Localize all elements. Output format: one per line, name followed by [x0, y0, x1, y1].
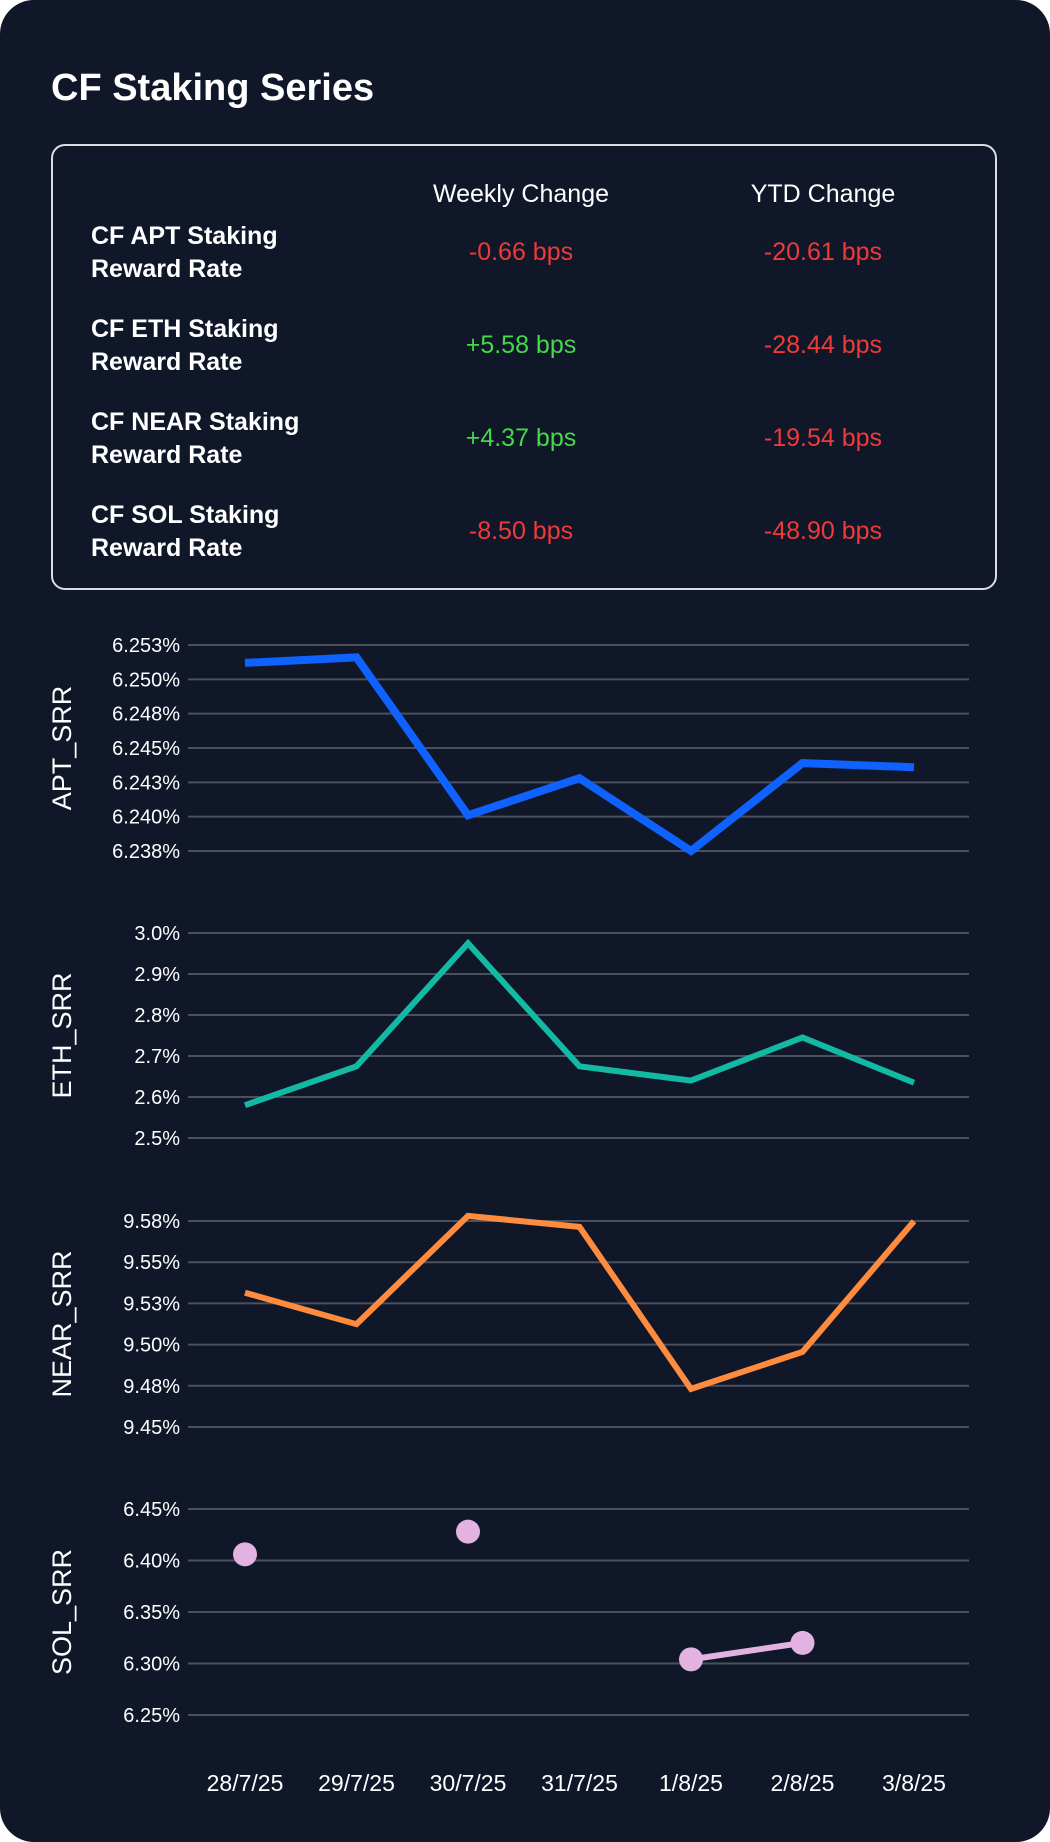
y-axis-label: SOL_SRR	[47, 1549, 77, 1675]
y-tick-label: 3.0%	[134, 923, 180, 945]
summary-row-apt: CF APT Staking Reward Rate -0.66 bps -20…	[53, 220, 999, 300]
row-label-line: Reward Rate	[91, 534, 243, 562]
weekly-change-value: +5.58 bps	[465, 331, 577, 359]
y-tick-label: 6.30%	[123, 1654, 180, 1676]
y-tick-label: 6.253%	[112, 635, 180, 657]
row-label: CF SOL Staking Reward Rate	[91, 499, 371, 565]
y-tick-label: 6.250%	[112, 669, 180, 691]
y-tick-label: 9.50%	[123, 1335, 180, 1357]
ytd-change-value: -48.90 bps	[763, 517, 883, 545]
summary-row-eth: CF ETH Staking Reward Rate +5.58 bps -28…	[53, 313, 999, 393]
y-tick-label: 9.53%	[123, 1293, 180, 1315]
series-line-apt_srr	[244, 653, 915, 856]
series-line-eth_srr	[244, 938, 916, 1109]
data-point	[790, 1630, 815, 1655]
y-tick-label: 9.58%	[123, 1211, 180, 1233]
row-label-line: Reward Rate	[91, 255, 243, 283]
y-tick-label: 2.6%	[134, 1087, 180, 1109]
y-axis-label: APT_SRR	[47, 686, 77, 811]
series-line-near_srr	[244, 1212, 917, 1393]
row-label-line: Reward Rate	[91, 348, 243, 376]
row-label-line: CF NEAR Staking	[91, 408, 300, 436]
y-tick-label: 9.55%	[123, 1252, 180, 1274]
y-tick-label: 6.248%	[112, 704, 180, 726]
y-tick-label: 6.243%	[112, 772, 180, 794]
series-segment	[690, 1639, 803, 1663]
data-point	[456, 1519, 480, 1544]
x-tick-label: 31/7/25	[541, 1770, 618, 1796]
y-tick-label: 2.5%	[134, 1128, 180, 1150]
weekly-change-value: -8.50 bps	[468, 517, 574, 545]
ytd-change-value: -20.61 bps	[763, 238, 883, 266]
y-tick-label: 6.25%	[123, 1705, 180, 1727]
y-tick-label: 6.40%	[123, 1551, 180, 1573]
y-axis-label: ETH_SRR	[47, 972, 77, 1098]
x-tick-label: 3/8/25	[882, 1770, 946, 1796]
ytd-change-header: YTD Change	[750, 180, 896, 208]
y-tick-label: 6.35%	[123, 1602, 180, 1624]
data-point	[679, 1647, 703, 1672]
page-title: CF Staking Series	[51, 67, 375, 109]
y-tick-label: 2.8%	[134, 1005, 180, 1027]
weekly-change-value: -0.66 bps	[468, 238, 574, 266]
row-label: CF NEAR Staking Reward Rate	[91, 406, 371, 472]
y-tick-label: 6.240%	[112, 807, 180, 829]
x-tick-label: 30/7/25	[430, 1770, 507, 1796]
row-label-line: CF SOL Staking	[91, 501, 280, 529]
data-point	[233, 1542, 257, 1567]
y-tick-label: 2.9%	[134, 964, 180, 986]
weekly-change-value: +4.37 bps	[465, 424, 577, 452]
summary-row-near: CF NEAR Staking Reward Rate +4.37 bps -1…	[53, 406, 999, 486]
y-tick-label: 6.45%	[123, 1499, 180, 1521]
x-tick-label: 28/7/25	[207, 1770, 284, 1796]
ytd-change-value: -19.54 bps	[763, 424, 883, 452]
y-tick-label: 6.238%	[112, 841, 180, 863]
summary-row-sol: CF SOL Staking Reward Rate -8.50 bps -48…	[53, 499, 999, 579]
x-tick-label: 1/8/25	[659, 1770, 723, 1796]
row-label-line: Reward Rate	[91, 441, 243, 469]
weekly-change-header: Weekly Change	[432, 180, 610, 208]
y-axis-label: NEAR_SRR	[47, 1250, 77, 1397]
y-tick-label: 2.7%	[134, 1046, 180, 1068]
row-label: CF ETH Staking Reward Rate	[91, 313, 371, 379]
summary-table: Weekly Change YTD Change CF APT Staking …	[51, 144, 997, 590]
x-tick-label: 2/8/25	[771, 1770, 835, 1796]
row-label-line: CF APT Staking	[91, 222, 278, 250]
row-label: CF APT Staking Reward Rate	[91, 220, 371, 286]
x-tick-label: 29/7/25	[318, 1770, 395, 1796]
y-tick-label: 9.45%	[123, 1417, 180, 1439]
y-tick-label: 9.48%	[123, 1376, 180, 1398]
row-label-line: CF ETH Staking	[91, 315, 279, 343]
ytd-change-value: -28.44 bps	[763, 331, 883, 359]
y-tick-label: 6.245%	[112, 738, 180, 760]
